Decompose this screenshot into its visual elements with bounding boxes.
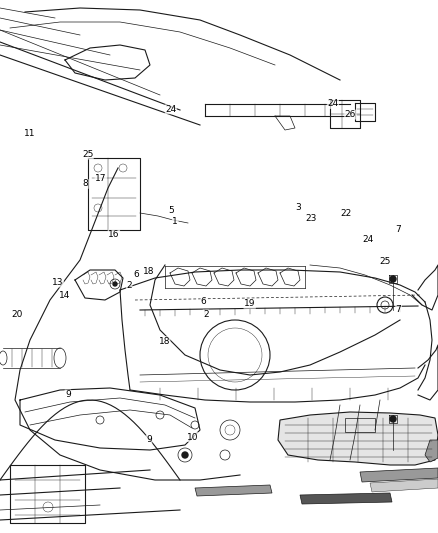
Circle shape	[390, 416, 396, 422]
Text: 19: 19	[244, 300, 255, 308]
Text: 3: 3	[295, 204, 301, 212]
Circle shape	[182, 452, 188, 458]
Text: 2: 2	[203, 310, 208, 319]
Polygon shape	[278, 412, 438, 465]
Text: 11: 11	[24, 129, 35, 138]
Text: 25: 25	[82, 150, 93, 159]
Text: 10: 10	[187, 433, 198, 441]
Text: 24: 24	[165, 105, 177, 114]
Text: 22: 22	[340, 209, 352, 217]
Text: 23: 23	[305, 214, 317, 223]
Text: 16: 16	[108, 230, 120, 239]
Text: 9: 9	[65, 390, 71, 399]
Text: 26: 26	[345, 110, 356, 119]
Text: 17: 17	[95, 174, 106, 183]
Text: 14: 14	[59, 292, 71, 300]
Text: 13: 13	[52, 278, 64, 287]
Polygon shape	[300, 493, 392, 504]
Text: 9: 9	[146, 435, 152, 444]
Text: 24: 24	[362, 236, 374, 244]
Text: 6: 6	[201, 297, 207, 305]
Polygon shape	[425, 440, 438, 462]
Text: 7: 7	[396, 305, 402, 313]
Text: 18: 18	[143, 268, 155, 276]
Polygon shape	[370, 479, 438, 492]
Text: 2: 2	[127, 281, 132, 289]
Text: 18: 18	[159, 337, 170, 345]
Circle shape	[113, 282, 117, 286]
Polygon shape	[360, 468, 438, 482]
Polygon shape	[195, 485, 272, 496]
Text: 5: 5	[168, 206, 174, 215]
Text: 6: 6	[133, 270, 139, 279]
Text: 7: 7	[396, 225, 402, 233]
Bar	[345, 418, 375, 432]
Text: 1: 1	[172, 217, 178, 225]
Text: 20: 20	[11, 310, 22, 319]
Text: 24: 24	[327, 100, 339, 108]
Circle shape	[390, 276, 396, 282]
Text: 8: 8	[82, 180, 88, 188]
Text: 25: 25	[380, 257, 391, 265]
